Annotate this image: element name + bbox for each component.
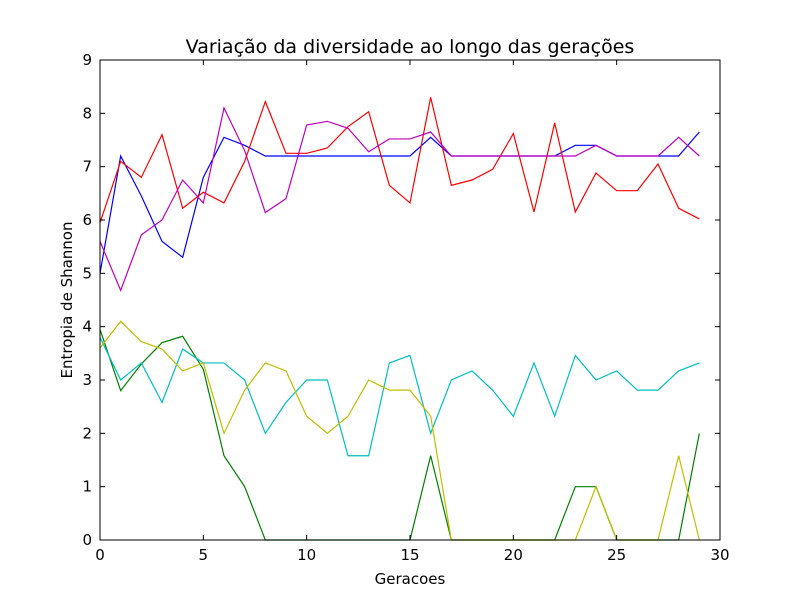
y-tick-label: 9 — [82, 51, 92, 69]
y-tick-label: 6 — [82, 211, 92, 229]
series-line-6 — [99, 320, 700, 541]
series-line-3 — [99, 97, 700, 223]
x-tick-label: 20 — [504, 546, 523, 564]
x-tick-label: 10 — [297, 546, 316, 564]
y-tick-label: 3 — [82, 371, 92, 389]
axis-ticks: 0 5 10 15 20 25 30 0 1 2 3 4 5 6 7 8 9 — [82, 51, 729, 564]
y-tick-label: 1 — [82, 478, 92, 496]
x-tick-label: 25 — [607, 546, 626, 564]
x-tick-label: 5 — [199, 546, 209, 564]
y-tick-label: 5 — [82, 264, 92, 282]
series-line-5 — [99, 106, 700, 293]
x-tick-label: 0 — [95, 546, 105, 564]
y-tick-label: 0 — [82, 531, 92, 549]
y-axis-label: Entropia de Shannon — [58, 222, 76, 379]
x-axis-label: Geracoes — [375, 570, 446, 588]
x-tick-label: 30 — [710, 546, 729, 564]
chart-title: Variação da diversidade ao longo das ger… — [186, 36, 635, 58]
y-tick-label: 2 — [82, 424, 92, 442]
y-tick-label: 8 — [82, 104, 92, 122]
series-line-4 — [99, 337, 700, 457]
y-tick-label: 7 — [82, 158, 92, 176]
y-tick-label: 4 — [82, 318, 92, 336]
x-tick-label: 15 — [400, 546, 419, 564]
plot-area — [99, 97, 700, 541]
